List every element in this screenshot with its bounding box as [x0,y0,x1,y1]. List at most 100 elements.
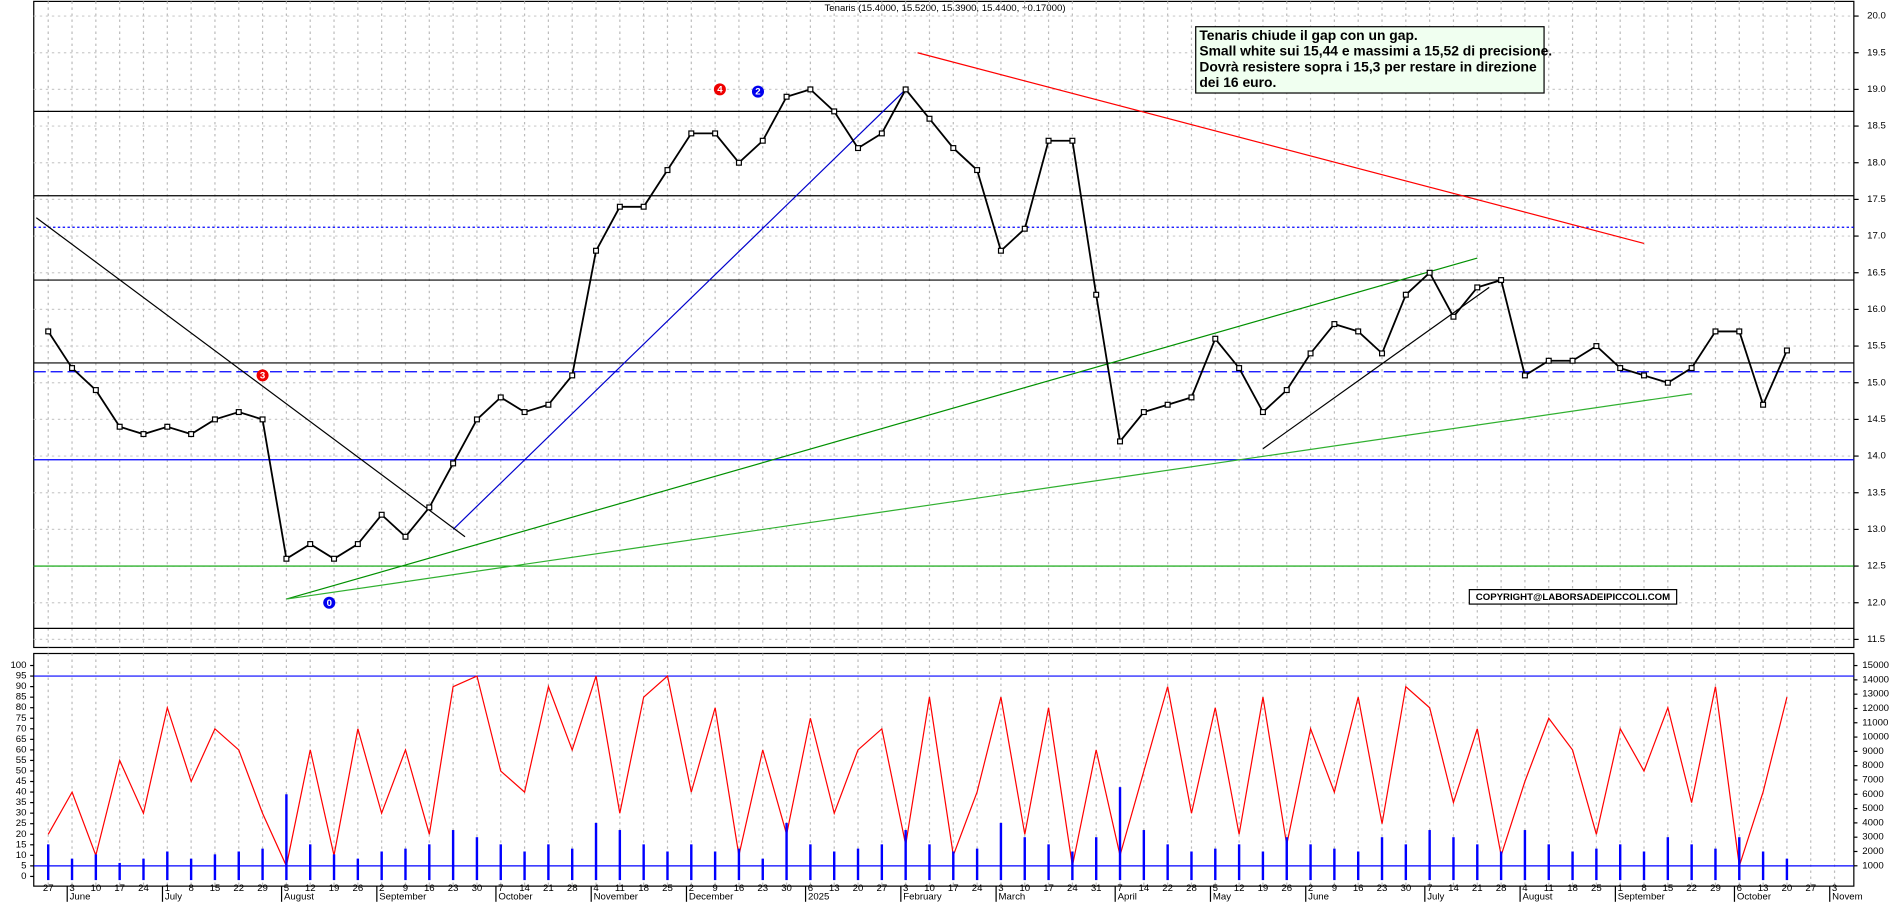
volume-bar [594,822,598,881]
candle [1783,347,1790,354]
candle [712,130,719,137]
volume-bar [451,830,455,881]
candle [664,167,671,174]
y2-tick-label: 15000 [1862,660,1889,671]
volume-bar [380,851,383,881]
x-tick-label: 20 [1782,883,1793,894]
volume-bar [213,854,217,881]
volume-bar [261,848,264,881]
candle [140,431,147,438]
x-tick-label: 23 [1377,883,1388,894]
month-label: November [594,892,639,902]
oscillator-line [47,674,1788,868]
volume-bar [1047,844,1050,881]
lower-y-tick-label: 30 [16,808,27,819]
candle [164,423,171,430]
volume-bar [547,844,550,881]
candle [831,108,838,115]
x-tick-label: 16 [1353,883,1364,894]
month-label: March [999,892,1026,902]
candle [1450,313,1457,320]
volume-bar [1476,844,1479,881]
lower-panel [33,652,1855,887]
lower-y-tick-label: 15 [16,839,27,850]
x-tick-label: 3 [1832,883,1837,894]
y-tick-label: 14.0 [1867,451,1886,462]
x-tick-label: 29 [1710,883,1721,894]
y2-tick-label: 1000 [1862,860,1883,871]
x-tick-label: 8 [188,883,193,894]
lower-y-tick-label: 20 [16,829,27,840]
candle [974,167,981,174]
annotation: Dovrà resistere sopra i 15,3 per restare… [1199,58,1537,74]
candle [211,416,218,423]
candle [331,555,338,562]
month-label: August [1523,892,1553,902]
candle [950,145,957,152]
x-tick-label: 25 [1591,883,1602,894]
x-tick-label: 1 [165,883,170,894]
y-tick-label: 14.5 [1867,414,1886,425]
copyright: COPYRIGHT@LABORSADEIPICCOLI.COM [1476,592,1670,603]
candle [1664,379,1671,386]
x-tick-label: 13 [829,883,840,894]
x-tick-label: 26 [1281,883,1292,894]
x-tick-label: 22 [233,883,244,894]
volume-bar [1452,837,1455,881]
volume-bar [1642,851,1646,881]
candle [354,541,361,548]
volume-bar [1237,844,1241,881]
volume-bar [332,854,336,881]
x-tick-label: 28 [1186,883,1197,894]
lower-y-tick-label: 90 [16,681,27,692]
x-tick-label: 16 [734,883,745,894]
x-tick-label: 5 [1213,883,1218,894]
volume-bar [690,844,693,881]
volume-bar [571,848,574,881]
candle [1521,372,1528,379]
volume-bar [618,830,622,881]
volume-bar [1738,837,1741,881]
trendline [286,393,1692,600]
candle [378,511,385,518]
x-tick-label: 9 [712,883,717,894]
candle [473,416,480,423]
marker-label: 3 [260,371,265,382]
lower-y-tick-label: 40 [16,787,27,798]
marker [256,369,269,382]
volume-bar [1666,837,1670,881]
x-tick-label: 5 [284,883,289,894]
y-tick-label: 18.5 [1867,121,1886,132]
candle [902,86,909,93]
volume-bar [1285,837,1288,881]
y-tick-label: 19.0 [1867,84,1886,95]
x-tick-label: 19 [1258,883,1269,894]
volume-bar [428,844,431,881]
x-tick-label: 31 [1091,883,1102,894]
candle [783,93,790,100]
marker-label: 0 [327,598,332,609]
volume-bar [713,851,717,881]
candle [521,409,528,416]
candle [1593,343,1600,350]
volume-bar [1499,851,1503,881]
candle [116,423,123,430]
y2-tick-label: 4000 [1862,817,1883,828]
lower-y-tick-label: 35 [16,797,27,808]
x-tick-label: 6 [1737,883,1742,894]
x-tick-label: 11 [615,883,625,894]
x-tick-label: 28 [1496,883,1507,894]
y-tick-label: 16.0 [1867,304,1886,315]
candle [1617,365,1624,372]
volume-bar [1333,848,1336,881]
y-tick-label: 16.5 [1867,267,1886,278]
annotation: Small white sui 15,44 e massimi a 15,52 … [1199,43,1552,59]
annotation: dei 16 euro. [1199,74,1276,90]
x-tick-label: 15 [210,883,221,894]
y-tick-label: 17.5 [1867,194,1886,205]
y2-tick-label: 14000 [1862,674,1889,685]
candle [497,394,504,401]
volume-bar [832,851,836,881]
candle [1379,350,1386,357]
